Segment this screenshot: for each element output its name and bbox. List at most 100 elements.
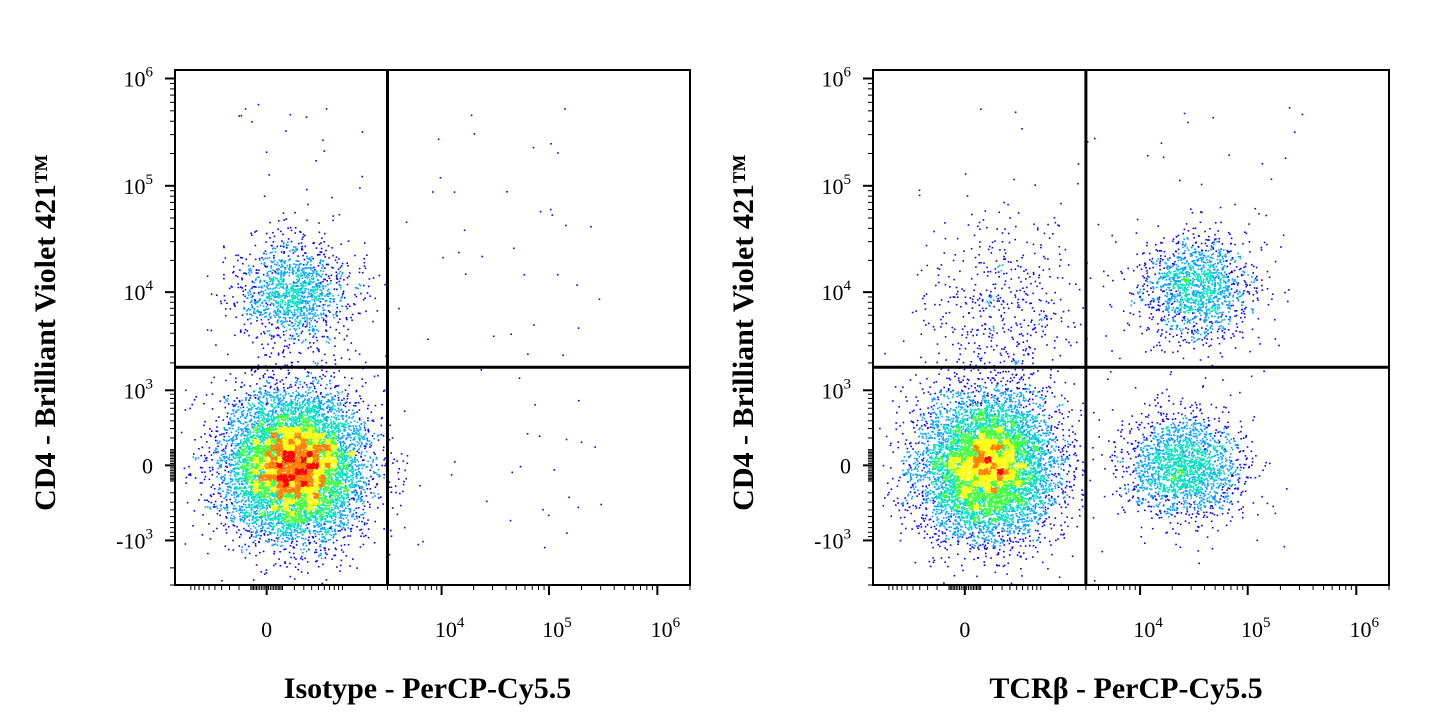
event-dot — [284, 522, 286, 524]
event-dot — [235, 531, 238, 534]
event-dot — [287, 414, 290, 416]
event-dot — [251, 519, 254, 521]
event-dot — [227, 403, 230, 405]
event-dot — [344, 481, 347, 484]
event-dot — [342, 472, 344, 475]
event-dot — [371, 478, 374, 481]
event-dot — [307, 572, 309, 574]
event-dot — [262, 526, 264, 528]
event-dot — [242, 406, 245, 409]
event-dot — [269, 512, 271, 514]
event-dot — [249, 414, 252, 417]
event-dot — [345, 555, 348, 557]
event-dot — [312, 376, 314, 379]
event-dot — [351, 480, 353, 482]
event-dot — [277, 520, 280, 522]
event-dot — [361, 495, 363, 498]
event-dot — [383, 477, 385, 479]
event-dot — [297, 568, 299, 571]
event-dot — [326, 462, 328, 465]
event-dot — [229, 465, 231, 467]
event-dot — [308, 407, 311, 410]
event-dot — [321, 467, 324, 469]
event-dot — [351, 417, 353, 419]
event-dot — [223, 395, 225, 398]
event-dot — [289, 526, 292, 528]
event-dot — [266, 391, 269, 393]
event-dot — [335, 438, 338, 440]
event-dot — [285, 444, 287, 447]
event-dot — [248, 519, 251, 521]
event-dot — [217, 467, 219, 470]
event-dot — [255, 408, 257, 410]
event-dot — [223, 497, 225, 500]
event-dot — [339, 511, 341, 514]
event-dot — [206, 441, 208, 443]
event-dot — [292, 418, 294, 420]
event-dot — [319, 468, 321, 471]
event-dot — [324, 441, 327, 443]
event-dot — [367, 536, 370, 539]
event-dot — [245, 425, 247, 428]
event-dot — [282, 537, 284, 540]
event-dot — [276, 382, 278, 384]
event-dot — [189, 474, 192, 476]
event-dot — [272, 519, 274, 522]
event-dot — [259, 537, 261, 540]
event-dot — [356, 491, 358, 494]
event-dot — [212, 468, 214, 471]
event-dot — [230, 487, 232, 489]
event-dot — [208, 434, 211, 436]
event-dot — [308, 386, 311, 389]
event-dot — [340, 502, 343, 505]
event-dot — [218, 442, 220, 444]
event-dot — [230, 419, 233, 422]
event-dot — [232, 524, 235, 526]
event-dot — [361, 451, 363, 453]
event-dot — [348, 461, 350, 464]
event-dot — [309, 412, 311, 414]
event-dot — [235, 403, 238, 405]
event-dot — [366, 439, 369, 442]
event-dot — [305, 550, 308, 553]
event-dot — [259, 551, 261, 554]
event-dot — [323, 511, 325, 514]
event-dot — [256, 394, 259, 397]
event-dot — [398, 478, 400, 480]
event-dot — [283, 397, 285, 399]
event-dot — [257, 398, 260, 400]
event-dot — [314, 458, 316, 461]
event-dot — [329, 538, 331, 541]
event-dot — [241, 482, 244, 485]
event-dot — [308, 388, 310, 391]
event-dot — [296, 510, 299, 512]
event-dot — [266, 496, 268, 498]
event-dot — [257, 423, 259, 425]
event-dot — [326, 426, 329, 429]
event-dot — [341, 459, 344, 462]
event-dot — [339, 402, 342, 404]
event-dot — [334, 395, 336, 397]
event-dot — [326, 384, 328, 386]
event-dot — [221, 476, 223, 478]
event-dot — [262, 464, 264, 467]
event-dot — [226, 400, 229, 402]
event-dot — [231, 520, 233, 522]
event-dot — [338, 409, 340, 411]
event-dot — [300, 557, 302, 560]
event-dot — [286, 431, 289, 434]
event-dot — [248, 465, 250, 467]
event-dot — [292, 425, 294, 428]
event-dot — [350, 530, 352, 533]
event-dot — [235, 507, 238, 510]
event-dot — [321, 518, 324, 521]
event-dot — [372, 459, 374, 462]
event-dot — [361, 532, 364, 535]
event-dot — [360, 535, 362, 537]
event-dot — [259, 490, 262, 493]
event-dot — [304, 557, 306, 560]
event-dot — [201, 446, 204, 449]
event-dot — [194, 477, 197, 479]
event-dot — [281, 422, 284, 424]
event-dot — [368, 440, 371, 442]
